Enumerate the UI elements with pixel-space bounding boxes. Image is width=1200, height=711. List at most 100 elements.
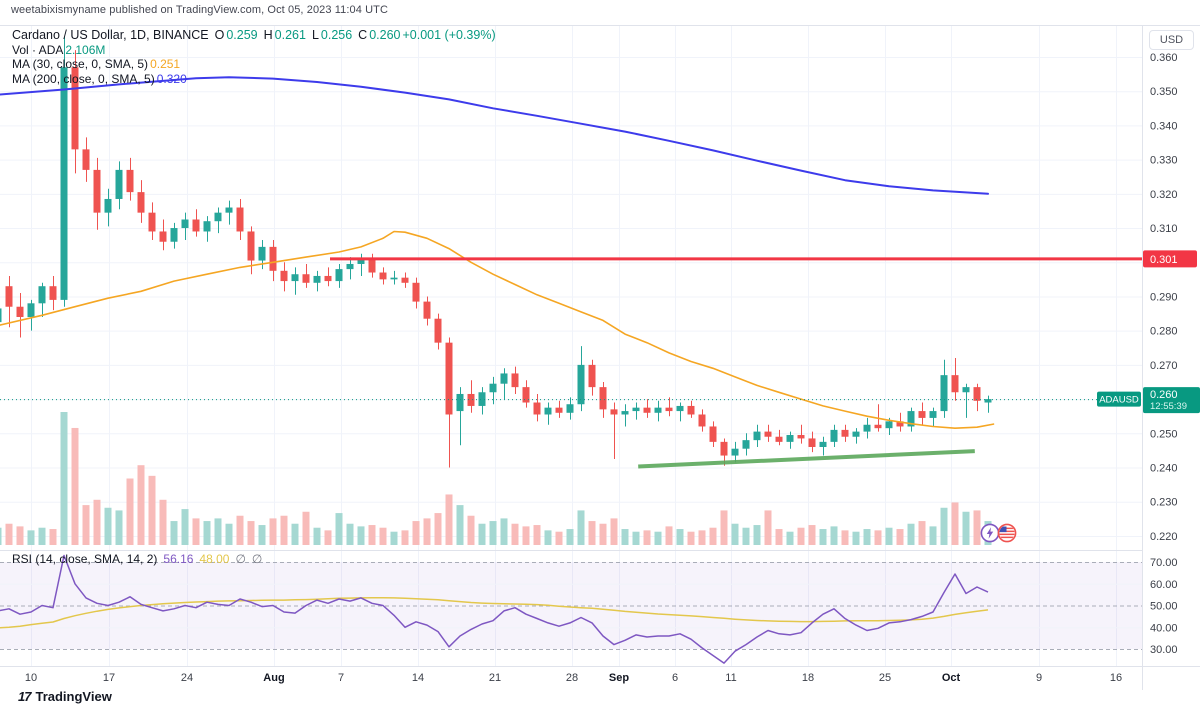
candle xyxy=(49,286,57,300)
candle xyxy=(522,387,530,403)
time-tick-label: 21 xyxy=(489,672,501,684)
ma30-legend-row[interactable]: MA (30, close, 0, SMA, 5) 0.251 xyxy=(12,57,496,72)
price-tick-label: 0.330 xyxy=(1150,155,1178,167)
ma30-label: MA (30, close, 0, SMA, 5) xyxy=(12,57,149,71)
volume-bar xyxy=(203,521,211,545)
lightning-event-icon[interactable] xyxy=(980,523,1000,543)
candle xyxy=(533,402,541,415)
volume-bar xyxy=(940,507,948,545)
time-tick-label: 16 xyxy=(1110,672,1122,684)
candle xyxy=(456,393,464,412)
candle xyxy=(346,263,354,270)
currency-usd-button[interactable]: USD xyxy=(1149,30,1194,50)
candle xyxy=(181,219,189,229)
candle xyxy=(93,169,101,213)
candle xyxy=(687,405,695,415)
candle xyxy=(720,441,728,456)
volume-bar xyxy=(621,529,629,545)
time-tick-label: Sep xyxy=(609,672,629,684)
symbol-title-row[interactable]: Cardano / US Dollar, 1D, BINANCE O 0.259 H 0… xyxy=(12,28,496,43)
volume-bar xyxy=(841,530,849,545)
volume-bar xyxy=(874,530,882,545)
candle xyxy=(775,436,783,442)
volume-bar xyxy=(269,518,277,545)
candle xyxy=(731,448,739,456)
candle xyxy=(841,429,849,437)
candle xyxy=(269,246,277,271)
candle xyxy=(170,228,178,242)
candle xyxy=(335,269,343,282)
candle xyxy=(379,272,387,280)
candle xyxy=(709,426,717,442)
candle xyxy=(973,387,981,401)
ma200-legend-row[interactable]: MA (200, close, 0, SMA, 5) 0.320 xyxy=(12,72,496,87)
svg-text:0.260: 0.260 xyxy=(1150,389,1178,401)
price-tick-label: 0.310 xyxy=(1150,223,1178,235)
candle xyxy=(918,411,926,418)
price-tick-label: 0.360 xyxy=(1150,52,1178,64)
volume-bar xyxy=(566,529,574,545)
volume-bar xyxy=(929,526,937,545)
candle xyxy=(401,277,409,283)
ma200-line xyxy=(0,76,989,195)
rsi-value: 56.16 xyxy=(163,552,194,566)
svg-text:ADAUSD: ADAUSD xyxy=(1099,395,1139,406)
candle xyxy=(368,258,376,273)
volume-bar xyxy=(280,515,288,545)
candle xyxy=(159,231,167,242)
attribution-text: weetabixismyname published on TradingVie… xyxy=(11,4,389,16)
open-label: O xyxy=(214,28,225,42)
volume-bar xyxy=(544,530,552,545)
time-tick-label: 24 xyxy=(181,672,193,684)
volume-bar xyxy=(27,530,35,545)
volume-bar xyxy=(357,526,365,545)
candle xyxy=(27,303,35,317)
candle xyxy=(764,431,772,437)
price-tick-label: 0.250 xyxy=(1150,428,1178,440)
volume-bar xyxy=(313,527,321,545)
candle xyxy=(907,411,915,427)
volume-value: 2.106M xyxy=(65,42,106,57)
volume-label: Vol · ADA xyxy=(12,42,64,57)
volume-bar xyxy=(60,412,68,545)
svg-text:0.301: 0.301 xyxy=(1150,254,1178,266)
volume-bar xyxy=(423,518,431,545)
candle xyxy=(258,246,266,261)
volume-bar xyxy=(797,527,805,545)
volume-bar xyxy=(456,505,464,545)
candle xyxy=(698,414,706,427)
volume-bar xyxy=(808,525,816,545)
support-trendline[interactable] xyxy=(638,449,975,469)
volume-bar xyxy=(126,478,134,545)
candle xyxy=(885,421,893,429)
volume-bar xyxy=(247,521,255,545)
candle xyxy=(577,364,585,405)
flag-event-icon[interactable] xyxy=(997,523,1017,543)
volume-bar xyxy=(533,525,541,545)
volume-bar xyxy=(610,518,618,545)
volume-bar xyxy=(577,510,585,545)
candle xyxy=(863,424,871,432)
candle xyxy=(500,373,508,384)
time-tick-label: 10 xyxy=(25,672,37,684)
candle xyxy=(16,306,24,317)
candle xyxy=(808,438,816,447)
tradingview-attribution[interactable]: 17 TradingView xyxy=(18,689,112,704)
candle xyxy=(951,375,959,393)
candle xyxy=(423,301,431,319)
volume-bar xyxy=(335,513,343,545)
time-tick-label: 14 xyxy=(412,672,424,684)
time-tick-label: 17 xyxy=(103,672,115,684)
candle xyxy=(610,409,618,415)
candle xyxy=(940,375,948,412)
volume-legend-row[interactable]: Vol · ADA 2.106M xyxy=(12,43,496,58)
rsi-tick-label: 60.00 xyxy=(1150,579,1178,591)
countdown-timer: 12:55:39 xyxy=(1150,401,1187,412)
volume-bar xyxy=(148,475,156,545)
candle xyxy=(126,169,134,193)
volume-bar xyxy=(214,518,222,545)
symbol-tag xyxy=(1097,391,1141,407)
rsi-legend-row[interactable]: RSI (14, close, SMA, 14, 2) 56.16 48.00 ∅ ∅ xyxy=(12,552,262,566)
